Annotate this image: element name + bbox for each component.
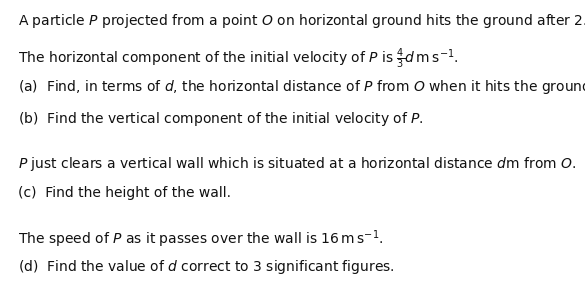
Text: (d)  Find the value of $d$ correct to 3 significant figures.: (d) Find the value of $d$ correct to 3 s… <box>18 258 394 276</box>
Text: (a)  Find, in terms of $d$, the horizontal distance of $P$ from $O$ when it hits: (a) Find, in terms of $d$, the horizonta… <box>18 78 585 96</box>
Text: The horizontal component of the initial velocity of $P$ is $\frac{4}{3}d\,\mathr: The horizontal component of the initial … <box>18 47 458 71</box>
Text: $P$ just clears a vertical wall which is situated at a horizontal distance $d\ma: $P$ just clears a vertical wall which is… <box>18 155 576 173</box>
Text: The speed of $P$ as it passes over the wall is $16\,\mathrm{m\,s}^{-1}$.: The speed of $P$ as it passes over the w… <box>18 228 383 250</box>
Text: A particle $P$ projected from a point $O$ on horizontal ground hits the ground a: A particle $P$ projected from a point $O… <box>18 12 585 30</box>
Text: (b)  Find the vertical component of the initial velocity of $P$.: (b) Find the vertical component of the i… <box>18 110 424 128</box>
Text: (c)  Find the height of the wall.: (c) Find the height of the wall. <box>18 186 230 200</box>
